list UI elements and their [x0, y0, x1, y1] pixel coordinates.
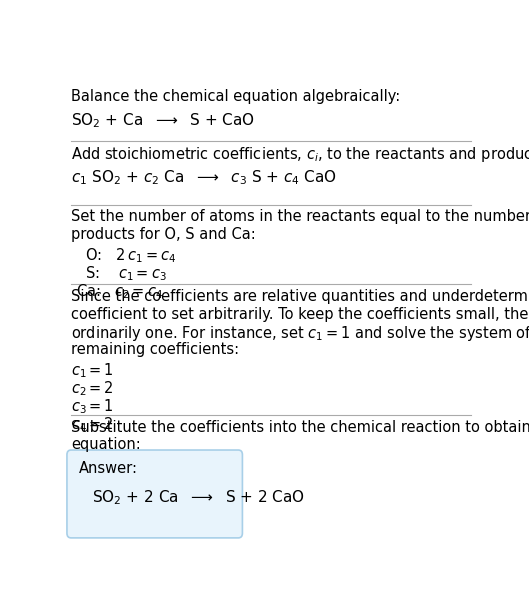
Text: Balance the chemical equation algebraically:: Balance the chemical equation algebraica… — [71, 89, 400, 104]
Text: Add stoichiometric coefficients, $c_i$, to the reactants and products:: Add stoichiometric coefficients, $c_i$, … — [71, 145, 529, 164]
Text: S:    $c_1 = c_3$: S: $c_1 = c_3$ — [76, 265, 167, 283]
Text: $c_1$ SO$_2$ + $c_2$ Ca  $\longrightarrow$  $c_3$ S + $c_4$ CaO: $c_1$ SO$_2$ + $c_2$ Ca $\longrightarrow… — [71, 169, 337, 188]
Text: Since the coefficients are relative quantities and underdetermined, choose a: Since the coefficients are relative quan… — [71, 289, 529, 304]
Text: Ca:   $c_2 = c_4$: Ca: $c_2 = c_4$ — [76, 282, 163, 301]
Text: $c_2 = 2$: $c_2 = 2$ — [71, 379, 114, 398]
Text: $c_3 = 1$: $c_3 = 1$ — [71, 397, 114, 416]
FancyBboxPatch shape — [67, 450, 242, 538]
Text: SO$_2$ + 2 Ca  $\longrightarrow$  S + 2 CaO: SO$_2$ + 2 Ca $\longrightarrow$ S + 2 Ca… — [92, 489, 305, 507]
Text: Set the number of atoms in the reactants equal to the number of atoms in the: Set the number of atoms in the reactants… — [71, 209, 529, 225]
Text: Answer:: Answer: — [78, 461, 138, 476]
Text: O:   $2\,c_1 = c_4$: O: $2\,c_1 = c_4$ — [76, 246, 176, 265]
Text: equation:: equation: — [71, 438, 141, 452]
Text: Substitute the coefficients into the chemical reaction to obtain the balanced: Substitute the coefficients into the che… — [71, 419, 529, 435]
Text: remaining coefficients:: remaining coefficients: — [71, 342, 239, 357]
Text: products for O, S and Ca:: products for O, S and Ca: — [71, 227, 256, 242]
Text: ordinarily one. For instance, set $c_1 = 1$ and solve the system of equations fo: ordinarily one. For instance, set $c_1 =… — [71, 324, 529, 344]
Text: $c_1 = 1$: $c_1 = 1$ — [71, 362, 114, 381]
Text: coefficient to set arbitrarily. To keep the coefficients small, the arbitrary va: coefficient to set arbitrarily. To keep … — [71, 307, 529, 322]
Text: SO$_2$ + Ca  $\longrightarrow$  S + CaO: SO$_2$ + Ca $\longrightarrow$ S + CaO — [71, 111, 255, 130]
Text: $c_4 = 2$: $c_4 = 2$ — [71, 415, 114, 433]
